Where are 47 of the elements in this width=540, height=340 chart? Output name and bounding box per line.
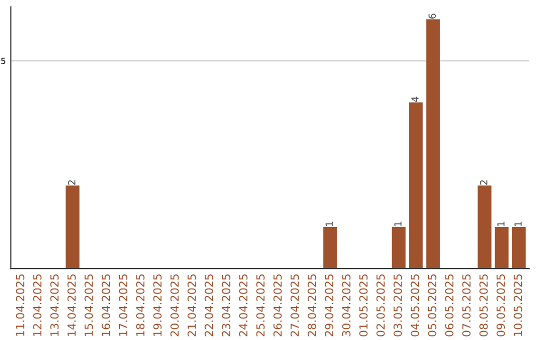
- x-tick-label: 28.04.2025: [308, 274, 316, 336]
- x-tick-label: 15.04.2025: [84, 274, 93, 336]
- x-tick-label: 18.04.2025: [136, 274, 144, 336]
- x-tick-label: 10.05.2025: [514, 274, 522, 336]
- x-tick-label: 23.04.2025: [222, 274, 230, 336]
- x-tick-label: 05.05.2025: [428, 274, 436, 336]
- bar: [323, 227, 337, 269]
- x-tick-label: 21.04.2025: [188, 274, 196, 336]
- data-label: 1: [326, 222, 333, 226]
- x-tick-label: 09.05.2025: [496, 274, 505, 336]
- y-tick-label: 5: [1, 58, 6, 64]
- x-tick-label: 02.05.2025: [376, 274, 385, 336]
- x-tick-label: 24.04.2025: [239, 274, 248, 336]
- x-tick-label: 06.05.2025: [445, 274, 454, 336]
- x-tick-label: 30.04.2025: [342, 274, 350, 336]
- x-tick-label: 01.05.2025: [359, 274, 368, 336]
- data-label: 2: [480, 180, 488, 185]
- x-tick-label: 26.04.2025: [273, 274, 282, 336]
- x-tick-label: 22.04.2025: [204, 274, 214, 336]
- x-tick-label: 25.04.2025: [256, 274, 265, 336]
- bar: [66, 185, 80, 269]
- x-tick-label: 17.04.2025: [118, 274, 128, 336]
- x-tick-label: 08.05.2025: [479, 274, 488, 336]
- data-label: 1: [514, 222, 522, 226]
- data-label: 6: [428, 14, 436, 19]
- x-tick-label: 12.04.2025: [33, 274, 42, 336]
- bar: [392, 227, 406, 269]
- x-tick-label: 19.04.2025: [153, 274, 162, 336]
- data-label: 4: [412, 96, 419, 102]
- data-label: 1: [497, 222, 504, 226]
- data-label: 1: [394, 222, 402, 226]
- bar: [409, 102, 423, 269]
- bar: [512, 227, 526, 269]
- x-tick-label: 20.04.2025: [170, 274, 179, 336]
- x-tick-label: 03.05.2025: [394, 274, 402, 336]
- x-tick-label: 27.04.2025: [290, 274, 299, 336]
- bar: [494, 227, 509, 269]
- x-tick-label: 07.05.2025: [462, 274, 471, 336]
- x-tick-label: 11.04.2025: [16, 274, 24, 336]
- bar: [426, 19, 440, 269]
- x-tick-label: 04.05.2025: [410, 274, 420, 336]
- x-tick-label: 29.04.2025: [324, 274, 334, 336]
- x-tick-label: 14.04.2025: [67, 274, 76, 336]
- data-label: 2: [68, 180, 76, 185]
- bar: [478, 185, 492, 269]
- x-tick-label: 16.04.2025: [102, 274, 110, 336]
- x-tick-label: 13.04.2025: [50, 274, 59, 336]
